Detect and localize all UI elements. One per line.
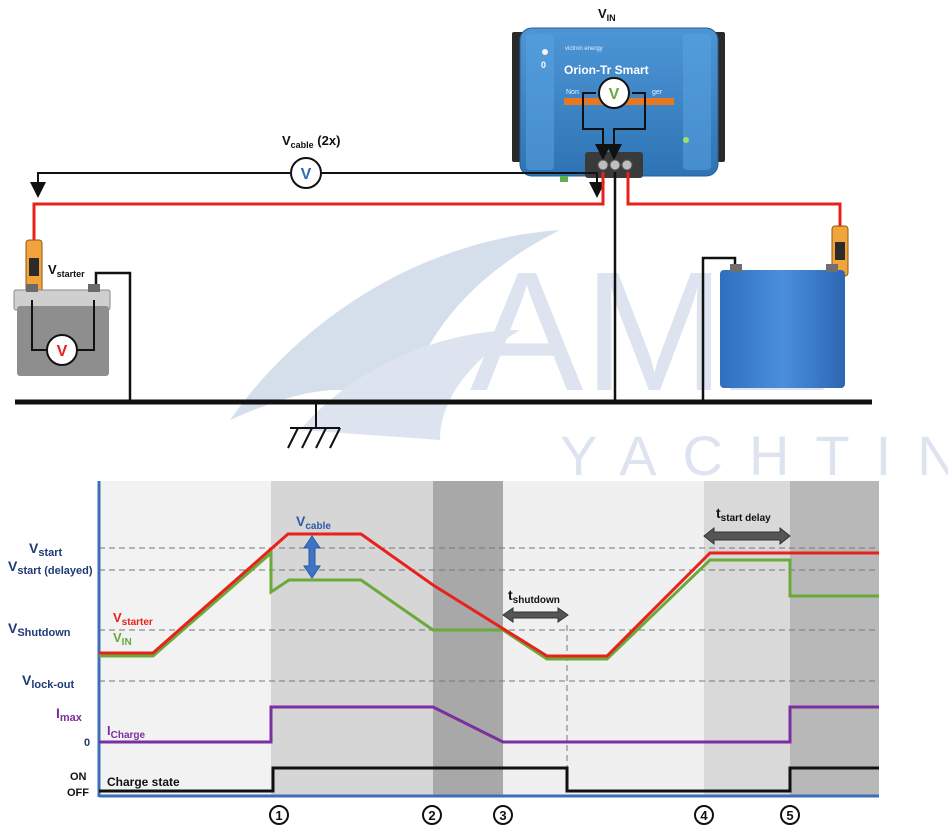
event-marker-1 xyxy=(269,805,289,825)
watermark-sub: YACHTING xyxy=(560,424,948,487)
event-marker-4 xyxy=(694,805,714,825)
house-battery xyxy=(720,225,849,388)
label-vstart: Vstart xyxy=(29,540,63,559)
device-brand: victron energy xyxy=(565,46,603,52)
timing-chart: Vcable tshutdown tstart delay Vstart Vst… xyxy=(8,481,879,825)
event-label-4: 4 xyxy=(700,808,708,823)
vin-label: VIN xyxy=(598,6,616,23)
wiring-diagram: 0 victron energy Orion-Tr Smart Non ger … xyxy=(13,6,872,449)
label-on: ON xyxy=(70,771,87,783)
positive-wire-house xyxy=(626,172,842,230)
starter-ground-wire xyxy=(94,271,132,402)
voltmeter-symbol: V xyxy=(301,166,312,183)
tshutdown-annotation: tshutdown xyxy=(508,587,560,606)
band-start-delay xyxy=(704,481,790,797)
voltmeter-symbol: V xyxy=(609,86,620,103)
vcable-annotation: Vcable xyxy=(296,513,331,532)
voltmeter-icon xyxy=(290,157,322,189)
series-icharge xyxy=(99,705,879,744)
event-markers: 1 2 3 4 5 xyxy=(269,805,800,825)
vcable-arrow-icon xyxy=(303,535,321,579)
event-marker-5 xyxy=(780,805,800,825)
event-label-5: 5 xyxy=(786,808,793,823)
positive-wire-starter xyxy=(32,172,605,245)
band-off xyxy=(503,481,704,797)
tstart-delay-annotation: tstart delay xyxy=(716,505,771,524)
event-label-1: 1 xyxy=(275,808,282,823)
device-subtitle-left: Non xyxy=(566,89,579,96)
battery-icon xyxy=(720,264,845,388)
series-charge-state xyxy=(99,766,879,793)
band-shutdown xyxy=(433,481,503,797)
series-label-vstarter: Vstarter xyxy=(113,610,153,628)
vstarter-label: Vstarter xyxy=(48,262,85,279)
event-marker-2 xyxy=(422,805,442,825)
label-vshutdown: VShutdown xyxy=(8,620,71,639)
orion-converter-icon: 0 victron energy Orion-Tr Smart Non ger xyxy=(512,27,725,182)
label-vlockout: Vlock-out xyxy=(22,672,74,691)
vcable-label: Vcable (2x) xyxy=(282,133,340,150)
device-voltmeter: V xyxy=(582,77,646,160)
voltmeter-icon xyxy=(46,334,78,366)
tshutdown-arrow-icon xyxy=(502,607,569,623)
device-name: Orion-Tr Smart xyxy=(564,63,649,77)
tstart-delay-arrow-icon xyxy=(703,526,791,546)
ground-icon xyxy=(287,402,341,449)
event-label-3: 3 xyxy=(499,808,506,823)
voltmeter-symbol: V xyxy=(57,343,68,360)
device-subtitle-right: ger xyxy=(652,89,663,96)
label-imax: Imax xyxy=(56,705,83,724)
series-label-vin: VIN xyxy=(113,630,132,648)
series-label-icharge: ICharge xyxy=(107,723,146,741)
label-zero: 0 xyxy=(84,737,90,749)
watermark-sail-icon xyxy=(230,230,560,420)
device-digit: 0 xyxy=(541,60,546,70)
starter-battery: V xyxy=(13,239,111,376)
event-marker-3 xyxy=(493,805,513,825)
label-vstart-delayed: Vstart (delayed) xyxy=(8,558,93,577)
series-vin xyxy=(99,549,879,661)
voltmeter-icon xyxy=(598,77,630,109)
series-vstarter xyxy=(99,532,879,658)
event-label-2: 2 xyxy=(428,808,435,823)
band-idle xyxy=(99,481,271,797)
label-off: OFF xyxy=(67,787,89,799)
band-charging-2 xyxy=(790,481,879,797)
series-label-charge-state: Charge state xyxy=(107,775,180,789)
cable-voltmeter: V xyxy=(30,157,605,198)
y-labels: Vstart Vstart (delayed) VShutdown Vlock-… xyxy=(8,540,93,691)
